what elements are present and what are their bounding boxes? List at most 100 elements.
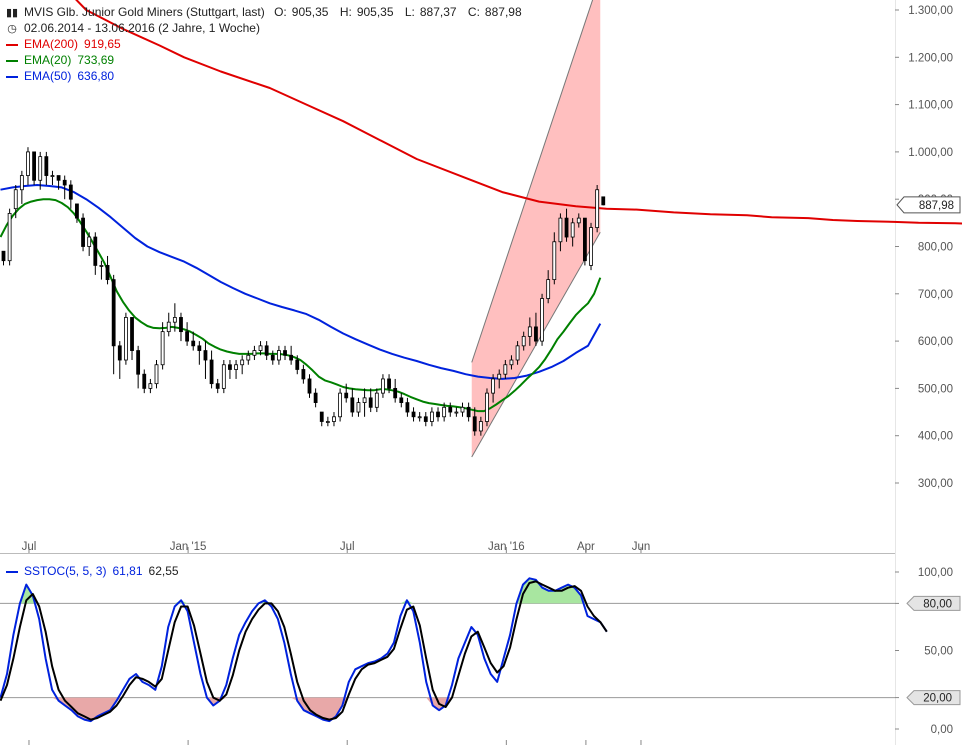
ema20-value: 733,69 [77,53,115,67]
candle-up [332,416,336,422]
candle-down [270,354,275,361]
candle-up [325,421,330,423]
candle-down [466,406,471,418]
trend-channel [471,0,601,457]
time-tick-label-0: Jul [22,541,37,553]
candle-up [576,217,581,224]
last-price-label: 887,98 [919,200,954,212]
candle-down [472,416,477,432]
candle-down [436,411,440,418]
ema20-name: EMA(20) [24,53,72,67]
candle-up [99,265,104,267]
chart-type-icon[interactable]: ▮▮ [6,7,19,19]
candle-up [148,383,153,389]
candle-up [124,317,128,361]
ema200-name: EMA(200) [24,37,79,51]
candle-up [540,298,544,342]
time-tick-label-5: Jun [632,541,651,553]
candle-up [87,236,92,247]
candle-up [521,335,526,347]
candle-down [423,416,428,422]
candle-down [191,340,196,347]
candle-down [179,317,183,333]
candle-up [154,364,159,385]
candle-down [209,359,214,385]
candle-up [491,378,496,394]
candle-down [448,406,453,413]
candle-up [172,317,177,323]
candle-down [289,354,294,361]
candle-down [283,350,287,356]
candle-down [136,350,141,375]
stoc-level-tag-1 [906,690,961,706]
candle-up [7,212,12,262]
candle-up [417,416,422,419]
candle-up [50,175,55,177]
candle-up [276,350,281,361]
candle-down [393,387,398,399]
candle-down [215,383,220,389]
open-label: O: [274,5,287,19]
channel-upper-line [471,0,594,363]
candle-down [350,397,355,413]
low-value: 887,37 [419,5,457,19]
stoc-level-tag-0 [906,595,961,611]
candle-down [368,397,373,408]
candle-up [234,364,238,370]
sstoc-value-1: 61,81 [112,564,143,578]
sstoc-swatch [6,570,18,573]
candle-up [546,279,551,299]
candle-up [338,392,343,418]
legend-ema20[interactable]: EMA(20) 733,69 [6,52,114,68]
sstoc-name: SSTOC(5, 5, 3) [24,564,107,578]
sstoc-value-2: 62,55 [148,564,179,578]
candle-down [105,265,110,281]
stoc-tick-label-0: 0,00 [931,724,953,736]
time-tick-label-2: Jul [340,541,355,553]
candle-down [411,411,416,418]
candle-up [454,411,459,414]
legend-ema200[interactable]: EMA(200) 919,65 [6,36,121,52]
candle-down [44,156,49,176]
ema50-swatch [6,75,18,78]
ema200-value: 919,65 [84,37,121,51]
time-tick-label-3: Jan '16 [488,541,525,553]
candle-up [595,189,600,228]
candle-down [68,184,73,200]
candle-up [160,331,165,366]
candle-up [38,156,43,181]
candle-down [319,411,324,422]
ema50-value: 636,80 [77,69,115,83]
time-tick-label-4: Apr [577,541,595,553]
stoc-level-label-0: 80,00 [923,598,952,610]
stoc-level-label-1: 20,00 [923,693,952,705]
period-text: 02.06.2014 - 13.06.2016 (2 Jahre, 1 Woch… [24,21,260,35]
candle-down [117,345,122,361]
candle-up [374,392,379,408]
time-tick-label-1: Jan '15 [170,541,207,553]
legend-sstoc[interactable]: SSTOC(5, 5, 3) 61,81 62,55 [6,563,179,579]
candle-down [81,217,85,247]
candle-up [221,364,226,389]
candle-up [381,378,385,394]
candle-up [442,406,447,418]
candle-up [13,189,18,210]
last-price-tag [896,196,961,214]
candle-down [185,331,190,342]
candle-up [258,345,263,351]
sstoc-k-line [0,577,608,723]
candle-down [307,378,312,394]
candle-down [130,317,134,351]
candle-down [405,402,410,413]
price-tick-label-9: 1.200,00 [908,52,953,64]
candle-up [19,175,24,191]
sstoc-d-line [0,580,608,721]
candle-down [295,359,300,370]
candle-down [264,345,269,356]
ema20-swatch [6,59,18,62]
price-tick-label-2: 500,00 [918,383,953,395]
price-tick-label-0: 300,00 [918,478,953,490]
legend-ema50[interactable]: EMA(50) 636,80 [6,68,114,84]
candle-down [583,217,587,262]
